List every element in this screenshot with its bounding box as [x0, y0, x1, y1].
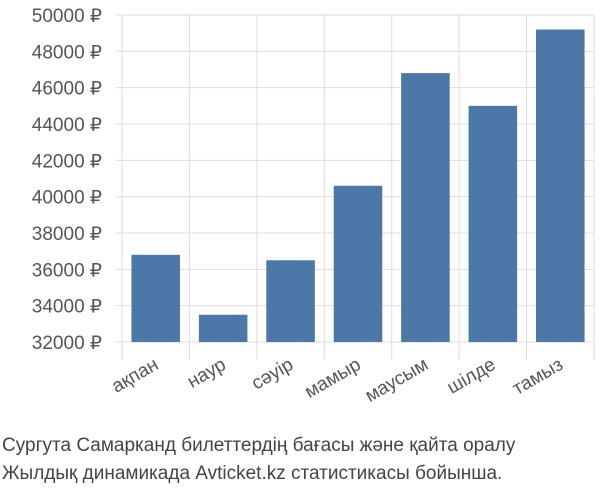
- bar: [536, 29, 585, 343]
- bars: [131, 29, 585, 343]
- bar: [198, 314, 248, 342]
- x-tick-label: сәуір: [248, 354, 297, 394]
- y-tick-label: 38000 ₽: [32, 224, 102, 245]
- x-tick-label: наур: [184, 354, 230, 393]
- caption-line-1: Сургута Самарканд билеттердің бағасы жән…: [2, 435, 516, 456]
- y-tick-label: 40000 ₽: [32, 188, 102, 209]
- caption-line-2: Жылдық динамикада Avticket.kz статистика…: [2, 463, 503, 484]
- bar: [468, 105, 518, 342]
- y-tick-label: 36000 ₽: [32, 260, 102, 281]
- y-tick-label: 44000 ₽: [32, 115, 102, 136]
- bar: [333, 185, 383, 342]
- y-tick-labels: 32000 ₽ 34000 ₽ 36000 ₽ 38000 ₽ 40000 ₽ 42000…: [32, 6, 102, 354]
- x-tick-label: тамыз: [509, 354, 567, 399]
- bar: [131, 254, 180, 342]
- x-tick-label: шілде: [444, 354, 500, 398]
- y-tick-label: 46000 ₽: [32, 79, 102, 100]
- axes: [116, 14, 122, 343]
- bar: [266, 260, 315, 342]
- x-tick-label: ақпан: [108, 354, 162, 397]
- x-tick-label: маусым: [362, 354, 432, 407]
- bar-chart: 32000 ₽ 34000 ₽ 36000 ₽ 38000 ₽ 40000 ₽ 42000…: [32, 6, 595, 407]
- bar: [401, 73, 450, 342]
- y-tick-label: 42000 ₽: [32, 151, 102, 172]
- y-tick-label: 50000 ₽: [32, 6, 102, 27]
- y-tick-label: 48000 ₽: [32, 42, 102, 63]
- y-tick-label: 34000 ₽: [32, 297, 102, 318]
- y-tick-label: 32000 ₽: [32, 333, 102, 354]
- x-tick-label: мамыр: [301, 354, 364, 403]
